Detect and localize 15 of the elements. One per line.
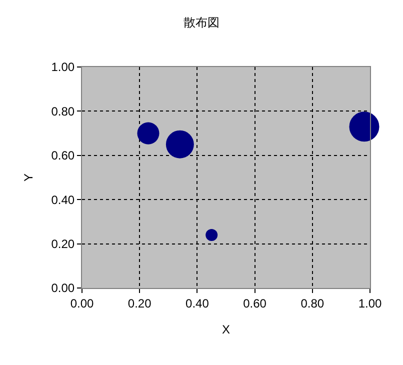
x-tick-label: 0.80 bbox=[300, 296, 324, 310]
x-tick-label: 0.20 bbox=[128, 296, 152, 310]
y-tick-label: 0.00 bbox=[51, 281, 75, 296]
y-tick-label: 0.60 bbox=[51, 148, 75, 163]
y-tick-label: 0.80 bbox=[51, 104, 75, 118]
x-tick-label: 0.00 bbox=[70, 296, 94, 310]
x-tick-label: 0.40 bbox=[186, 296, 210, 310]
y-tick-label: 1.00 bbox=[51, 60, 75, 74]
x-axis-title: X bbox=[222, 322, 230, 336]
x-tick-label: 0.60 bbox=[243, 296, 267, 310]
y-tick-label: 0.20 bbox=[51, 237, 75, 251]
x-tick-label: 1.00 bbox=[358, 296, 382, 310]
y-axis-title: Y bbox=[22, 173, 36, 182]
chart-title: 散布図 bbox=[184, 16, 220, 30]
y-tick-label: 0.40 bbox=[51, 192, 75, 207]
